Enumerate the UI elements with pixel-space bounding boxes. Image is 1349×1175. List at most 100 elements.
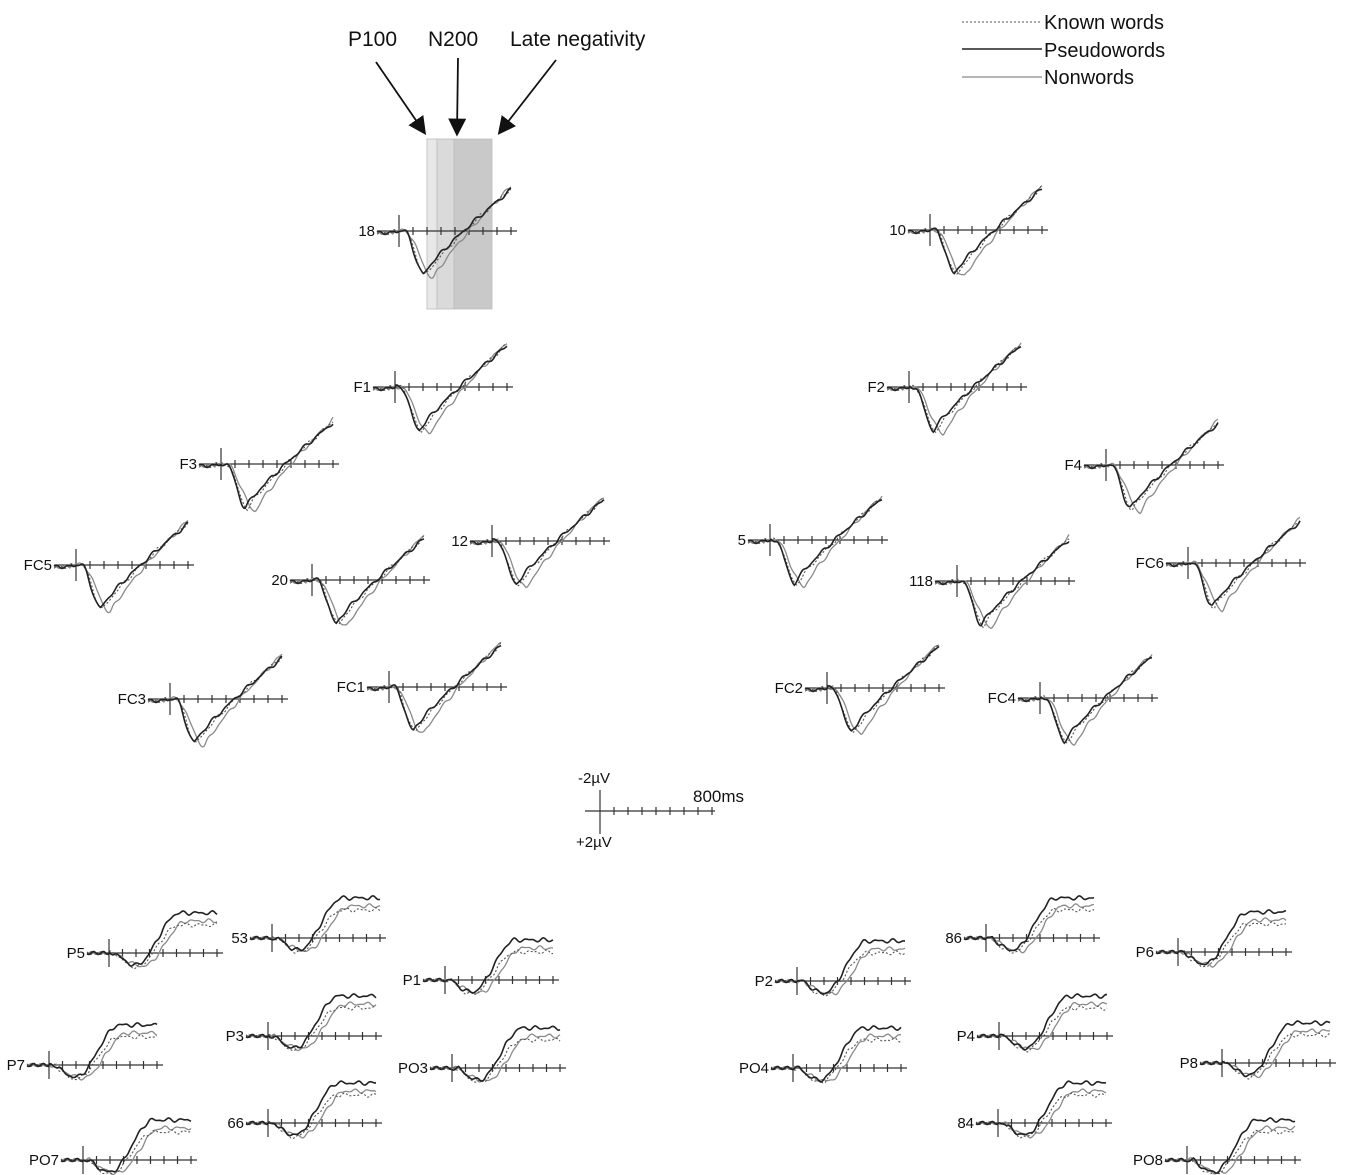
electrode-label: 66 bbox=[227, 1115, 244, 1132]
electrode-plot-66: 66 bbox=[227, 1080, 382, 1140]
electrode-label: F2 bbox=[867, 379, 885, 396]
electrode-plot-84: 84 bbox=[957, 1080, 1112, 1139]
electrode-plot-fc5: FC5 bbox=[24, 520, 194, 614]
waveform-pseudowords bbox=[963, 895, 1095, 952]
electrode-plot-fc6: FC6 bbox=[1136, 516, 1306, 613]
electrode-plot-p2: P2 bbox=[755, 937, 911, 997]
waveform-pseudowords bbox=[804, 645, 940, 732]
waveform-pseudowords bbox=[422, 936, 554, 994]
arrow-n200 bbox=[448, 57, 467, 137]
electrode-label: FC3 bbox=[118, 691, 146, 708]
waveform-pseudowords bbox=[770, 1025, 902, 1083]
electrode-plot-118: 118 bbox=[909, 534, 1075, 630]
waveform-known-words bbox=[26, 1034, 158, 1081]
waveform-pseudowords bbox=[469, 499, 605, 586]
waveform-known-words bbox=[245, 1092, 377, 1140]
waveform-known-words bbox=[886, 344, 1022, 433]
electrode-plot-f1: F1 bbox=[353, 343, 513, 435]
electrode-label: 118 bbox=[909, 573, 933, 590]
electrode-label: FC6 bbox=[1136, 555, 1164, 572]
waveform-pseudowords bbox=[976, 993, 1107, 1051]
waveform-known-words bbox=[774, 950, 906, 997]
waveform-known-words bbox=[1164, 1129, 1296, 1175]
arrow-late-negativity bbox=[497, 59, 557, 135]
electrode-label: P3 bbox=[226, 1028, 244, 1045]
electrode-label: P4 bbox=[957, 1028, 975, 1045]
waveform-known-words bbox=[1165, 522, 1301, 610]
waveform-pseudowords bbox=[53, 521, 189, 609]
annotation-n200: N200 bbox=[428, 28, 478, 51]
electrode-label: F4 bbox=[1064, 457, 1082, 474]
waveform-pseudowords bbox=[366, 644, 502, 731]
waveform-known-words bbox=[429, 1037, 561, 1083]
waveform-known-words bbox=[1155, 921, 1287, 968]
electrode-label: P2 bbox=[755, 973, 773, 990]
waveform-nonwords bbox=[770, 1033, 902, 1082]
electrode-plot-p6: P6 bbox=[1136, 909, 1292, 968]
component-window-1 bbox=[436, 138, 455, 310]
waveform-pseudowords bbox=[372, 345, 508, 432]
electrode-plot-po7: PO7 bbox=[29, 1117, 197, 1175]
waveform-pseudowords bbox=[245, 1080, 376, 1137]
scale-bottom-label: +2µV bbox=[576, 834, 612, 851]
waveform-pseudowords bbox=[1083, 422, 1219, 508]
waveform-known-words bbox=[975, 1092, 1107, 1139]
waveform-pseudowords bbox=[774, 937, 905, 995]
electrode-label: P1 bbox=[403, 972, 421, 989]
electrode-plot-p5: P5 bbox=[67, 909, 223, 970]
waveform-pseudowords bbox=[975, 1080, 1107, 1136]
waveform-pseudowords bbox=[934, 540, 1070, 627]
waveform-pseudowords bbox=[249, 894, 381, 952]
waveform-pseudowords bbox=[907, 188, 1043, 275]
legend-label-non: Nonwords bbox=[1044, 67, 1134, 89]
waveform-pseudowords bbox=[747, 499, 883, 587]
electrode-label: F1 bbox=[353, 379, 371, 396]
waveform-known-words bbox=[249, 907, 381, 954]
electrode-label: PO4 bbox=[739, 1060, 769, 1077]
waveform-nonwords bbox=[1199, 1028, 1331, 1079]
electrode-label: 20 bbox=[271, 572, 288, 589]
electrode-plot-p1: P1 bbox=[403, 936, 559, 995]
waveform-pseudowords bbox=[1017, 656, 1153, 745]
waveform-nonwords bbox=[1164, 1125, 1296, 1175]
waveform-nonwords bbox=[249, 903, 381, 953]
electrode-label: 84 bbox=[957, 1115, 974, 1132]
electrode-label: 86 bbox=[945, 930, 962, 947]
waveform-known-words bbox=[1199, 1032, 1331, 1080]
electrode-plot-p8: P8 bbox=[1180, 1020, 1336, 1080]
electrode-plot-po3: PO3 bbox=[398, 1025, 566, 1083]
waveform-pseudowords bbox=[1164, 1117, 1296, 1175]
electrode-plot-po4: PO4 bbox=[739, 1025, 907, 1084]
waveform-known-words bbox=[86, 922, 218, 970]
waveform-pseudowords bbox=[1199, 1020, 1331, 1078]
electrode-plot-5: 5 bbox=[738, 495, 888, 589]
legend-label-known: Known words bbox=[1044, 12, 1164, 34]
electrode-label: P7 bbox=[7, 1057, 25, 1074]
electrode-label: FC1 bbox=[337, 679, 365, 696]
electrode-label: 12 bbox=[451, 533, 468, 550]
electrode-plot-fc4: FC4 bbox=[988, 654, 1158, 746]
electrode-plot-12: 12 bbox=[451, 497, 610, 589]
waveform-nonwords bbox=[963, 903, 1095, 954]
waveform-pseudowords bbox=[886, 346, 1022, 434]
waveform-known-words bbox=[963, 907, 1095, 954]
electrode-label: P5 bbox=[67, 945, 85, 962]
electrode-label: PO3 bbox=[398, 1060, 428, 1077]
waveform-known-words bbox=[770, 1037, 901, 1084]
waveform-pseudowords bbox=[86, 909, 218, 967]
electrode-label: 10 bbox=[889, 222, 906, 239]
arrow-p100 bbox=[375, 61, 427, 135]
electrode-plot-p7: P7 bbox=[7, 1022, 163, 1081]
waveform-nonwords bbox=[245, 1088, 377, 1139]
waveform-pseudowords bbox=[26, 1022, 158, 1079]
scale-top-label: -2µV bbox=[578, 770, 610, 787]
waveform-nonwords bbox=[86, 918, 218, 968]
electrode-plot-86: 86 bbox=[945, 895, 1100, 954]
electrode-plot-10: 10 bbox=[889, 185, 1048, 276]
waveform-known-words bbox=[422, 949, 553, 995]
electrode-plot-fc2: FC2 bbox=[775, 644, 945, 736]
waveform-pseudowords bbox=[147, 655, 283, 743]
electrode-plot-18: 18 bbox=[358, 186, 517, 279]
legend-label-pseudo: Pseudowords bbox=[1044, 40, 1165, 62]
